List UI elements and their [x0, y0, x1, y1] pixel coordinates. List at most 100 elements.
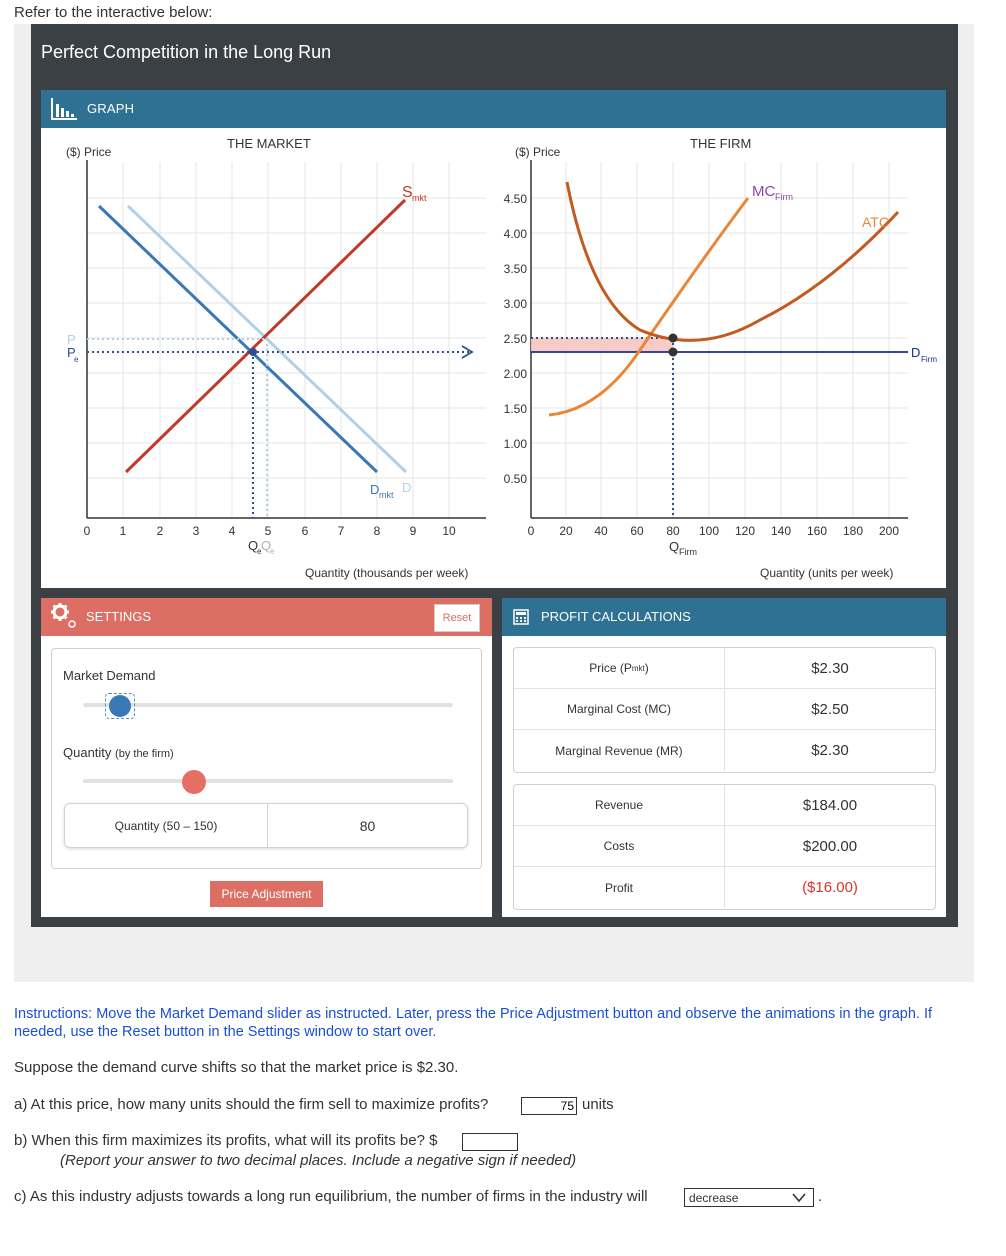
quantity-input-group: Quantity (50 – 150) [64, 803, 468, 848]
graph-icon [51, 98, 77, 120]
firm-y-label: ($) Price [515, 145, 561, 159]
demand-ghost-label: D [402, 480, 411, 495]
settings-header [41, 598, 492, 636]
price-e-label: P [67, 345, 76, 360]
settings-header-label: SETTINGS [86, 609, 152, 624]
market-xtick: 3 [193, 524, 200, 538]
profit-header-label: PROFIT CALCULATIONS [541, 609, 691, 624]
calc-value-profit: ($16.00) [802, 879, 858, 896]
app-title: Perfect Competition in the Long Run [41, 42, 332, 62]
quantity-label: Quantity (by the firm) [63, 745, 174, 760]
question-b-note: (Report your answer to two decimal place… [60, 1152, 577, 1169]
answer-a-input[interactable] [521, 1097, 577, 1115]
market-xtick: 5 [265, 524, 272, 538]
answer-a-units: units [582, 1096, 614, 1113]
graph-header-label: GRAPH [87, 101, 135, 116]
answer-c-value: decrease [689, 1190, 739, 1205]
market-xtick: 2 [157, 524, 164, 538]
qty-ghost-label: Q [261, 538, 271, 553]
firm-ytick: 2.00 [504, 367, 528, 381]
market-xtick: 10 [442, 524, 456, 538]
calc-label: Marginal Cost (MC) [514, 689, 725, 729]
question-c-end: . [818, 1188, 823, 1205]
profit-header [502, 598, 946, 636]
calculator-icon [513, 609, 529, 625]
calc-label: Marginal Revenue (MR) [514, 730, 725, 771]
firm-xtick: 160 [807, 524, 827, 538]
quantity-label-small: (by the firm) [115, 748, 174, 760]
firm-graph: THE FIRM ($) Price MC Firm [504, 136, 938, 580]
calc-value-costs: $200.00 [802, 837, 858, 855]
instructions: Instructions: Move the Market Demand sli… [14, 1006, 933, 1040]
firm-title: THE FIRM [690, 136, 751, 151]
firm-ytick: 2.50 [504, 332, 528, 346]
market-y-label: ($) Price [66, 145, 112, 159]
answer-c-select[interactable]: decrease [684, 1188, 814, 1207]
refer-text: Refer to the interactive below: [14, 4, 213, 21]
price-label-sub: mkt [631, 663, 645, 673]
firm-ytick: 4.50 [504, 192, 528, 206]
qty-ghost-sub: e [270, 547, 275, 556]
firm-xtick: 40 [594, 524, 608, 538]
quantity-track[interactable] [83, 779, 453, 783]
demand-sub: mkt [379, 490, 394, 500]
firm-x-label: Quantity (units per week) [760, 566, 893, 580]
market-xtick: 7 [338, 524, 345, 538]
market-xtick: 6 [302, 524, 309, 538]
qty-e-sub: e [257, 547, 262, 556]
price-adjustment-button[interactable]: Price Adjustment [210, 881, 323, 907]
calc-label: Costs [514, 826, 725, 866]
firm-ytick: 4.00 [504, 227, 528, 241]
graphs-svg: THE MARKET ($) Price S [66, 136, 938, 580]
calc-row-price: Price (P mkt) $2.30 [514, 648, 935, 689]
market-xtick: 1 [120, 524, 127, 538]
firm-demand-label: D [911, 345, 920, 360]
reset-button[interactable]: Reset [434, 604, 480, 632]
quantity-box-label: Quantity (50 – 150) [65, 804, 268, 847]
answer-b-input[interactable] [462, 1133, 518, 1151]
supply-sub: mkt [412, 193, 427, 203]
firm-ytick: 1.50 [504, 402, 528, 416]
calc-row-costs: Costs $200.00 [514, 826, 935, 867]
calc-row-profit: Profit ($16.00) [514, 867, 935, 908]
market-demand-label: Market Demand [63, 668, 156, 683]
market-xtick: 9 [410, 524, 417, 538]
firm-demand-sub: Firm [921, 355, 937, 364]
firm-xtick: 20 [559, 524, 573, 538]
quantity-label-text: Quantity [63, 745, 112, 760]
calc-row-mr: Marginal Revenue (MR) $2.30 [514, 730, 935, 771]
chevron-down-icon [792, 1193, 806, 1203]
calc-row-revenue: Revenue $184.00 [514, 785, 935, 826]
supply-label: S [402, 184, 413, 201]
firm-ytick: 1.00 [504, 437, 528, 451]
question-b: b) When this firm maximizes its profits,… [14, 1132, 438, 1149]
mc-label: MC [752, 183, 775, 200]
q-firm-label: Q [669, 539, 679, 554]
firm-ytick: 3.50 [504, 262, 528, 276]
demand-label: D [370, 482, 379, 497]
market-demand-track[interactable] [83, 703, 453, 707]
atc-label: ATC [862, 214, 889, 230]
market-demand-slider-handle[interactable] [105, 693, 135, 719]
q-firm-sub: Firm [679, 547, 697, 557]
calc-value-price: $2.30 [811, 659, 849, 677]
firm-xtick: 180 [843, 524, 863, 538]
graph-panel [41, 128, 946, 588]
price-ghost-label: P [67, 332, 76, 347]
graph-header [41, 90, 946, 128]
firm-xtick: 100 [699, 524, 719, 538]
firm-xtick: 120 [735, 524, 755, 538]
calc-value-revenue: $184.00 [802, 796, 858, 814]
qty-e-label: Q [248, 538, 258, 553]
calc-label: Profit [514, 867, 725, 908]
market-xtick: 0 [84, 524, 91, 538]
gear-icon [51, 603, 76, 628]
firm-ytick: 3.00 [504, 297, 528, 311]
quantity-slider-handle[interactable] [182, 770, 206, 794]
firm-xtick: 60 [630, 524, 644, 538]
quantity-input[interactable] [268, 804, 467, 847]
market-x-label: Quantity (thousands per week) [305, 566, 468, 580]
firm-xtick: 140 [771, 524, 791, 538]
market-graph: THE MARKET ($) Price S [66, 136, 486, 580]
calc-value-mc: $2.50 [811, 700, 849, 718]
